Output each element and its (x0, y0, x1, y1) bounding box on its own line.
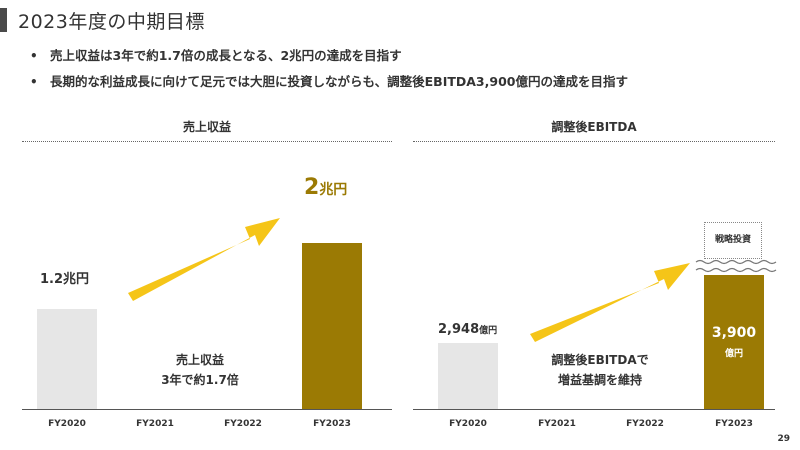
revenue-growth-arrow (128, 218, 280, 301)
ebitda-growth-line-1: 調整後EBITDAで (551, 353, 649, 367)
revenue-tick-fy2021: FY2021 (136, 419, 174, 429)
revenue-growth-text: 売上収益 3年で約1.7倍 (150, 350, 250, 390)
revenue-value-label-fy2023: 2兆円 (304, 175, 347, 200)
revenue-growth-line-2: 3年で約1.7倍 (161, 373, 239, 387)
revenue-tick-fy2020: FY2020 (48, 419, 86, 429)
revenue-tick-fy2023: FY2023 (313, 419, 351, 429)
title-accent-bar (0, 8, 7, 32)
page-number: 29 (777, 434, 790, 444)
bullet-item: • 長期的な利益成長に向けて足元では大胆に投資しながらも、調整後EBITDA3,… (30, 72, 628, 98)
ebitda-tick-fy2023: FY2023 (715, 419, 753, 429)
revenue-tick-fy2022: FY2022 (224, 419, 262, 429)
bullet-text: 売上収益は3年で約1.7倍の成長となる、2兆円の達成を目指す (50, 48, 402, 63)
strategic-investment-box: 戦略投資 (704, 222, 762, 259)
ebitda-value-unit-fy2020: 億円 (479, 326, 498, 336)
ebitda-tick-fy2022: FY2022 (626, 419, 664, 429)
bullet-dot: • (30, 49, 38, 63)
bullet-dot: • (30, 75, 38, 89)
revenue-x-axis (22, 409, 392, 410)
bullet-text: 長期的な利益成長に向けて足元では大胆に投資しながらも、調整後EBITDA3,90… (50, 74, 628, 89)
axis-break-wave-upper (695, 259, 777, 265)
ebitda-chart-title: 調整後EBITDA (551, 120, 637, 134)
ebitda-bar-fy2023 (704, 274, 764, 409)
revenue-growth-line-1: 売上収益 (175, 353, 224, 367)
ebitda-value-unit-fy2023: 億円 (724, 349, 743, 359)
ebitda-growth-arrow (530, 263, 690, 342)
revenue-value-number: 2 (304, 175, 320, 200)
ebitda-value-number-fy2023: 3,900 (711, 325, 757, 341)
ebitda-growth-line-2: 増益基調を維持 (557, 373, 642, 387)
ebitda-value-label-fy2020: 2,948億円 (438, 322, 497, 337)
ebitda-title-rule (413, 141, 775, 142)
axis-break-wave-lower (695, 267, 777, 273)
ebitda-growth-text: 調整後EBITDAで 増益基調を維持 (540, 350, 660, 390)
ebitda-x-axis (413, 409, 775, 410)
page-title: 2023年度の中期目標 (18, 11, 205, 33)
revenue-value-label-fy2020: 1.2兆円 (40, 272, 90, 287)
ebitda-tick-fy2020: FY2020 (449, 419, 487, 429)
revenue-bar-fy2023 (302, 243, 362, 409)
revenue-title-rule (22, 141, 392, 142)
ebitda-tick-fy2021: FY2021 (538, 419, 576, 429)
revenue-bar-fy2020 (37, 309, 97, 409)
revenue-chart-title: 売上収益 (182, 120, 231, 134)
bullet-item: • 売上収益は3年で約1.7倍の成長となる、2兆円の達成を目指す (30, 46, 628, 72)
ebitda-value-number-fy2020: 2,948 (438, 322, 480, 337)
revenue-value-unit: 兆円 (319, 182, 348, 198)
ebitda-bar-fy2020 (438, 343, 498, 409)
bullet-list: • 売上収益は3年で約1.7倍の成長となる、2兆円の達成を目指す • 長期的な利… (30, 46, 628, 98)
